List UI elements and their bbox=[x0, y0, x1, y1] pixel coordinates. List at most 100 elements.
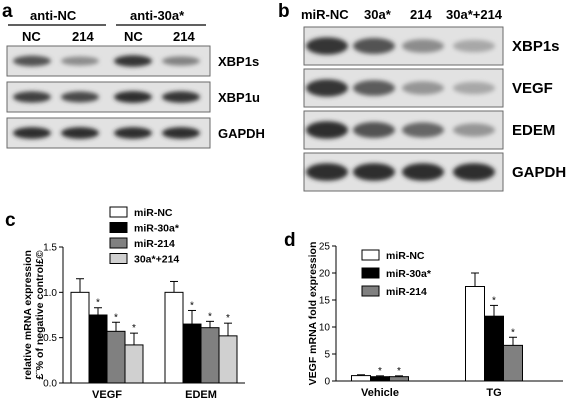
blot-gapdh: GAPDH bbox=[303, 152, 566, 192]
bar-c-vegf-mir-nc bbox=[70, 291, 90, 384]
significance-star-c-edem-mir-30a: * bbox=[190, 300, 194, 311]
legend-swatch-d-mir-30a bbox=[361, 267, 380, 279]
y-tick-label-d-3: 15 bbox=[319, 296, 331, 307]
lane-label-b-30a-214: 30a*+214 bbox=[446, 7, 503, 22]
band-edem-lane-1 bbox=[306, 121, 348, 139]
significance-star-d-vehicle-mir-214: * bbox=[397, 366, 401, 377]
lane-label-b-30a: 30a* bbox=[364, 7, 392, 22]
bar-c-edem-mir-30a bbox=[182, 323, 202, 384]
y-axis-label-c: relative mRNA expression£¨% of negative … bbox=[22, 250, 46, 380]
band-xbp1s-lane-2 bbox=[353, 38, 395, 54]
band-gapdh-lane-2 bbox=[61, 127, 99, 139]
lane-label-b-214: 214 bbox=[410, 7, 432, 22]
bar-d-tg-mir-30a bbox=[484, 315, 504, 382]
panel-b-letter: b bbox=[278, 1, 290, 22]
blot-xbp1s: XBP1s bbox=[303, 26, 560, 66]
band-xbp1u-lane-3 bbox=[114, 91, 152, 103]
band-vegf-lane-4 bbox=[453, 81, 495, 95]
significance-star-c-edem-30a-214: * bbox=[226, 313, 230, 324]
band-vegf-lane-2 bbox=[353, 80, 395, 96]
band-gapdh-lane-3 bbox=[402, 163, 444, 181]
group-label-anti-30a: anti-30a* bbox=[130, 8, 185, 23]
bar-d-vehicle-mir-214 bbox=[389, 376, 409, 382]
bar-d-tg-mir-nc bbox=[465, 286, 485, 382]
legend-label-d-mir-nc: miR-NC bbox=[386, 250, 425, 262]
y-tick-label-c-1: 0.5 bbox=[43, 333, 57, 344]
significance-star-d-vehicle-mir-30a: * bbox=[378, 366, 382, 377]
blot-edem: EDEM bbox=[303, 110, 555, 150]
bar-c-vegf-30a-214 bbox=[124, 344, 144, 384]
band-gapdh-lane-4 bbox=[453, 163, 495, 181]
significance-star-c-vegf-mir-214: * bbox=[114, 312, 118, 323]
x-category-label-c-vegf: VEGF bbox=[92, 389, 122, 401]
band-xbp1s-lane-3 bbox=[114, 55, 152, 67]
significance-star-c-edem-mir-214: * bbox=[208, 311, 212, 322]
significance-star-d-tg-mir-214: * bbox=[511, 327, 515, 338]
band-edem-lane-3 bbox=[402, 122, 444, 138]
bar-c-edem-mir-214 bbox=[200, 327, 220, 384]
legend-swatch-d-mir-nc bbox=[361, 249, 380, 261]
group-label-anti-nc: anti-NC bbox=[30, 8, 77, 23]
bar-d-vehicle-mir-30a bbox=[370, 376, 390, 382]
significance-star-d-tg-mir-30a: * bbox=[492, 295, 496, 306]
legend-label-c-mir-30a: miR-30a* bbox=[134, 223, 180, 235]
blot-label-edem: EDEM bbox=[512, 122, 555, 139]
blot-xbp1u: XBP1u bbox=[6, 81, 260, 113]
y-tick-label-d-2: 10 bbox=[319, 323, 331, 334]
y-tick-label-d-5: 25 bbox=[319, 242, 331, 253]
significance-star-c-vegf-30a-214: * bbox=[132, 323, 136, 334]
panel-c-letter: c bbox=[5, 210, 16, 231]
band-gapdh-lane-3 bbox=[114, 127, 152, 139]
band-xbp1u-lane-4 bbox=[162, 91, 200, 103]
band-xbp1u-lane-2 bbox=[61, 91, 99, 103]
band-gapdh-lane-2 bbox=[353, 163, 395, 181]
y-axis-label-line-c-0: relative mRNA expression bbox=[22, 250, 34, 380]
legend-swatch-c-30a-214 bbox=[109, 253, 128, 264]
blot-label-xbp1s: XBP1s bbox=[218, 54, 259, 69]
lane-label-214-2: 214 bbox=[173, 29, 195, 44]
y-tick-label-c-0: 0.0 bbox=[43, 379, 57, 390]
x-category-label-d-tg: TG bbox=[486, 387, 501, 399]
band-xbp1u-lane-1 bbox=[13, 91, 51, 103]
blot-label-gapdh: GAPDH bbox=[512, 164, 566, 181]
band-gapdh-lane-1 bbox=[306, 163, 348, 181]
bar-d-vehicle-mir-nc bbox=[351, 375, 371, 382]
band-vegf-lane-1 bbox=[306, 79, 348, 97]
band-gapdh-lane-1 bbox=[13, 127, 51, 139]
bar-c-edem-mir-nc bbox=[164, 291, 184, 384]
bar-c-vegf-mir-214 bbox=[106, 330, 126, 384]
blot-label-xbp1u: XBP1u bbox=[218, 90, 260, 105]
band-xbp1s-lane-3 bbox=[402, 39, 444, 53]
band-gapdh-lane-4 bbox=[162, 127, 200, 139]
blot-label-xbp1s: XBP1s bbox=[512, 38, 560, 55]
band-xbp1s-lane-2 bbox=[61, 56, 99, 66]
lane-label-214-1: 214 bbox=[72, 29, 94, 44]
band-xbp1s-lane-4 bbox=[453, 39, 495, 53]
legend-swatch-c-mir-nc bbox=[109, 206, 128, 218]
blot-xbp1s: XBP1s bbox=[6, 45, 259, 77]
legend-swatch-c-mir-30a bbox=[109, 222, 128, 233]
panel-a-blots: XBP1s XBP1u GAPDH bbox=[6, 45, 265, 149]
blot-gapdh: GAPDH bbox=[6, 117, 265, 149]
bar-c-edem-30a-214 bbox=[218, 335, 238, 384]
y-tick-label-c-3: 1.5 bbox=[43, 243, 57, 254]
legend-swatch-c-mir-214 bbox=[109, 237, 128, 249]
blot-vegf: VEGF bbox=[303, 68, 553, 108]
y-tick-label-d-0: 0 bbox=[324, 377, 330, 388]
legend-swatch-d-mir-214 bbox=[361, 285, 380, 297]
y-axis-label-line-c-1: £¨% of negative control£© bbox=[34, 250, 46, 379]
blot-label-gapdh: GAPDH bbox=[218, 126, 265, 141]
panel-a-letter: a bbox=[2, 1, 13, 22]
lane-label-b-mir-nc: miR-NC bbox=[301, 7, 349, 22]
bar-c-vegf-mir-30a bbox=[88, 314, 108, 384]
band-edem-lane-4 bbox=[453, 123, 495, 137]
band-edem-lane-2 bbox=[353, 122, 395, 138]
bar-d-tg-mir-214 bbox=[503, 344, 523, 382]
y-tick-label-d-4: 20 bbox=[319, 269, 331, 280]
y-axis-label-d: VEGF mRNA fold expression bbox=[307, 242, 319, 386]
y-tick-label-c-2: 1.0 bbox=[43, 288, 57, 299]
band-vegf-lane-3 bbox=[402, 81, 444, 95]
lane-label-nc-2: NC bbox=[124, 29, 143, 44]
